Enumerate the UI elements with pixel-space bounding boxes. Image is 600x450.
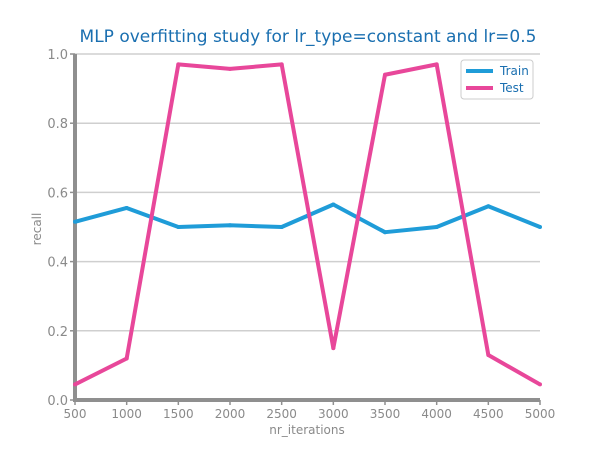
x-tick-label-7: 4000 bbox=[421, 407, 452, 421]
legend-label-test: Test bbox=[499, 81, 524, 95]
y-axis-label: recall bbox=[30, 213, 44, 246]
legend-label-train: Train bbox=[499, 64, 529, 78]
x-axis-label: nr_iterations bbox=[269, 423, 345, 437]
data-point-train-0 bbox=[73, 219, 77, 224]
data-point-test-5 bbox=[331, 346, 336, 351]
y-tick-label-5: 1.0 bbox=[47, 48, 68, 63]
data-point-test-1 bbox=[124, 356, 129, 361]
data-point-train-1 bbox=[124, 205, 129, 210]
data-point-test-0 bbox=[73, 382, 77, 387]
data-point-train-8 bbox=[486, 204, 491, 209]
data-point-train-3 bbox=[228, 223, 232, 228]
x-tick-label-6: 3500 bbox=[370, 407, 401, 421]
data-point-train-7 bbox=[434, 225, 439, 229]
data-point-train-9 bbox=[538, 225, 542, 229]
y-tick-label-2: 0.4 bbox=[47, 256, 68, 271]
x-tick-label-5: 3000 bbox=[318, 407, 349, 421]
data-point-train-6 bbox=[383, 230, 387, 235]
data-point-train-4 bbox=[279, 225, 284, 229]
data-point-train-2 bbox=[176, 225, 181, 229]
tick-labels: 0.0 0.2 0.4 0.6 0.8 1.0 500 1000 1500 2000 2500 300… bbox=[47, 48, 555, 421]
x-tick-label-2: 1500 bbox=[163, 407, 194, 421]
data-point-test-7 bbox=[434, 62, 439, 67]
x-tick-label-1: 1000 bbox=[111, 407, 142, 421]
data-point-test-2 bbox=[176, 62, 181, 67]
x-tick-label-4: 2500 bbox=[266, 407, 297, 421]
data-point-train-5 bbox=[331, 202, 336, 207]
x-tick-label-9: 5000 bbox=[525, 407, 556, 421]
series-lines bbox=[73, 62, 542, 387]
data-point-test-4 bbox=[279, 62, 284, 67]
x-tick-label-3: 2000 bbox=[215, 407, 246, 421]
x-tick-label-0: 500 bbox=[64, 407, 87, 421]
axes bbox=[70, 53, 541, 405]
legend: Train Test bbox=[460, 59, 534, 100]
y-tick-label-0: 0.0 bbox=[47, 394, 68, 409]
y-tick-label-1: 0.2 bbox=[47, 325, 68, 340]
data-point-test-8 bbox=[486, 353, 491, 358]
data-point-test-6 bbox=[383, 72, 387, 77]
series-line-test bbox=[74, 62, 541, 387]
y-tick-label-4: 0.8 bbox=[47, 117, 68, 132]
gridlines bbox=[75, 53, 540, 332]
chart-title: MLP overfitting study for lr_type=consta… bbox=[80, 27, 537, 47]
x-tick-label-8: 4500 bbox=[473, 407, 504, 421]
y-tick-label-3: 0.6 bbox=[47, 186, 68, 201]
data-point-test-9 bbox=[538, 382, 542, 387]
data-point-test-3 bbox=[228, 66, 232, 71]
